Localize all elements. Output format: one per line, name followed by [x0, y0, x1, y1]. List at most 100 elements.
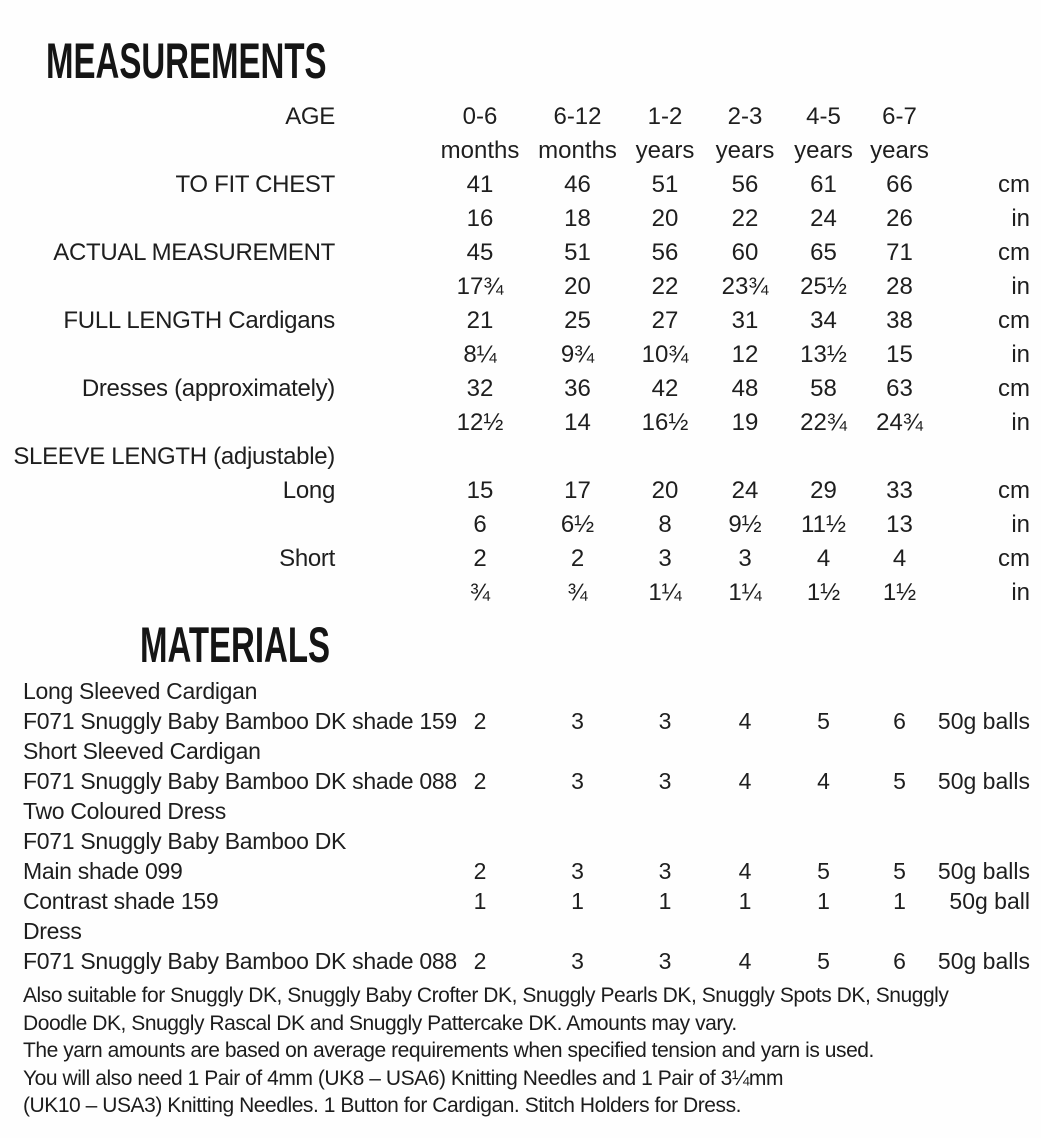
value-cell: 1½: [806, 579, 841, 606]
age-unit: months: [538, 137, 617, 164]
value-cell: ¾: [469, 579, 490, 606]
age-range: 1-2: [647, 103, 683, 130]
value-cell: 51: [564, 239, 591, 266]
material-row: F071 Snuggly Baby Bamboo DK shade 159 2 …: [0, 706, 1041, 736]
material-label: F071 Snuggly Baby Bamboo DK shade 088: [23, 948, 457, 974]
material-label: F071 Snuggly Baby Bamboo DK shade 159: [23, 708, 457, 734]
row-label: [0, 508, 430, 542]
material-value: 1: [473, 888, 487, 914]
value-cell: 14: [564, 409, 591, 436]
value-cell: 24¾: [876, 409, 923, 436]
unit-in: in: [1011, 579, 1030, 606]
material-row: Main shade 099 2 3 3 4 5 5 50g balls: [0, 856, 1041, 886]
age-column: 0-6 months: [430, 100, 530, 168]
material-label: Two Coloured Dress: [23, 798, 226, 824]
note-line: Also suitable for Snuggly DK, Snuggly Ba…: [23, 984, 949, 1007]
value-cell: 22: [651, 273, 679, 300]
value-cell: 56: [731, 171, 759, 198]
material-label: Short Sleeved Cardigan: [23, 738, 261, 764]
material-value: 5: [893, 768, 906, 794]
material-section-row: Dress: [0, 916, 1041, 946]
measurements-table: AGE 0-6 months 6-12 months 1-2 years 2-3…: [0, 100, 1041, 610]
note-line: Doodle DK, Snuggly Rascal DK and Snuggly…: [23, 1011, 737, 1035]
material-value: 1: [817, 888, 830, 914]
material-value: 5: [817, 948, 830, 974]
measurement-row-cm: ACTUAL MEASUREMENT 45 51 56 60 65 71 cm: [0, 236, 1041, 270]
value-cell: 48: [731, 375, 759, 402]
value-cell: 13: [886, 511, 913, 538]
row-label: [0, 202, 430, 236]
material-label: F071 Snuggly Baby Bamboo DK: [23, 828, 347, 854]
material-value: 5: [817, 708, 830, 734]
value-cell: 2: [570, 545, 585, 572]
row-label: Short: [279, 545, 335, 572]
note-line: (UK10 – USA3) Knitting Needles. 1 Button…: [23, 1094, 742, 1117]
value-cell: 21: [466, 307, 494, 334]
value-cell: 38: [886, 307, 913, 334]
age-range: 6-12: [553, 103, 602, 130]
value-cell: 20: [651, 205, 679, 232]
material-value: 6: [893, 948, 906, 974]
value-cell: 18: [564, 205, 591, 232]
age-unit-spacer: [937, 100, 1041, 168]
unit-in: in: [1011, 409, 1030, 436]
value-cell: 56: [651, 239, 679, 266]
value-cell: 4: [816, 545, 831, 572]
value-cell: 63: [886, 375, 913, 402]
value-cell: 71: [886, 239, 913, 266]
material-value: 2: [473, 768, 487, 794]
material-value: 4: [817, 768, 830, 794]
value-cell: 20: [564, 273, 591, 300]
value-cell: 25: [564, 307, 591, 334]
value-cell: 27: [651, 307, 679, 334]
age-column: 6-7 years: [862, 100, 937, 168]
value-cell: 31: [731, 307, 759, 334]
age-range: 0-6: [462, 103, 498, 130]
row-label: SLEEVE LENGTH (adjustable): [13, 443, 335, 470]
material-value: 4: [738, 858, 752, 884]
row-label: [0, 270, 430, 304]
value-cell: 19: [731, 409, 759, 436]
footnotes: Also suitable for Snuggly DK, Snuggly Ba…: [0, 982, 1041, 1120]
value-cell: 22: [731, 205, 759, 232]
value-cell: 24: [810, 205, 837, 232]
row-label: TO FIT CHEST: [175, 171, 335, 198]
value-cell: 33: [886, 477, 913, 504]
value-cell: 3: [658, 545, 672, 572]
age-column: 6-12 months: [530, 100, 625, 168]
age-unit: years: [635, 137, 695, 164]
measurement-row-in: 6 6½ 8 9½ 11½ 13 in: [0, 508, 1041, 542]
value-cell: 65: [810, 239, 837, 266]
measurement-row-cm: Long 15 17 20 24 29 33 cm: [0, 474, 1041, 508]
age-column: 4-5 years: [785, 100, 862, 168]
material-value: 1: [738, 888, 752, 914]
measurement-row-cm: Short 2 2 3 3 4 4 cm: [0, 542, 1041, 576]
material-row: F071 Snuggly Baby Bamboo DK shade 088 2 …: [0, 946, 1041, 976]
material-label: F071 Snuggly Baby Bamboo DK shade 088: [23, 768, 457, 794]
value-cell: 17: [564, 477, 591, 504]
value-cell: 12: [731, 341, 759, 368]
value-cell: 20: [651, 477, 679, 504]
value-cell: 6: [473, 511, 487, 538]
measurements-heading: MEASUREMENTS: [46, 33, 327, 89]
value-cell: 25½: [800, 273, 847, 300]
row-label: [0, 338, 430, 372]
value-cell: 42: [651, 375, 679, 402]
value-cell: 3: [738, 545, 752, 572]
measurement-row-cm: FULL LENGTH Cardigans 21 25 27 31 34 38 …: [0, 304, 1041, 338]
value-cell: 61: [810, 171, 837, 198]
material-value: 5: [893, 858, 906, 884]
material-section-row: Short Sleeved Cardigan: [0, 736, 1041, 766]
value-cell: 51: [651, 171, 679, 198]
measurement-row-in: ¾ ¾ 1¼ 1¼ 1½ 1½ in: [0, 576, 1041, 610]
value-cell: 28: [886, 273, 913, 300]
unit-cm: cm: [998, 477, 1030, 504]
value-cell: 16: [466, 205, 494, 232]
material-value: 1: [893, 888, 906, 914]
value-cell: 8: [658, 511, 672, 538]
row-label: [0, 576, 430, 610]
value-cell: 26: [886, 205, 913, 232]
age-column: 1-2 years: [625, 100, 705, 168]
material-value: 4: [738, 708, 752, 734]
